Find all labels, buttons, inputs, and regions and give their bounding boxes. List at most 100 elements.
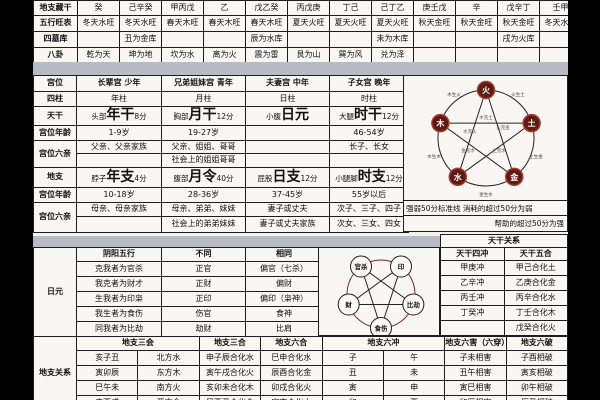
branch-cell: 丙戊庚 bbox=[287, 0, 330, 16]
element-node-5: 木 bbox=[431, 113, 450, 133]
branch-relation-cell: 辰丑相破 bbox=[505, 395, 568, 400]
separator-bar-top bbox=[33, 62, 568, 75]
ten-god-cell: 比肩 bbox=[245, 321, 323, 337]
palace-cell: 夫妻宫 中年 bbox=[245, 75, 330, 92]
branch-relation-cell: 巳申合化水 bbox=[260, 350, 323, 366]
column-header: 地支六冲 bbox=[321, 336, 446, 351]
branch-cell: 戊乙癸 bbox=[245, 0, 288, 16]
palace-cell: 日柱 bbox=[245, 91, 330, 107]
ten-god-cell: 正财 bbox=[161, 276, 246, 292]
stem-clash-cell: 丙壬冲 bbox=[440, 290, 505, 306]
section-header: 天干关系 bbox=[440, 234, 568, 248]
svg-text:财: 财 bbox=[345, 300, 352, 309]
ten-god-node-5: 财 bbox=[337, 293, 360, 316]
ten-god-cell: 同我者为比劫 bbox=[76, 321, 162, 337]
ten-god-cell: 食神 bbox=[245, 306, 323, 322]
ten-god-node-3: 比劫 bbox=[402, 293, 425, 316]
palace-cell: 母亲、弟弟、妹妹 bbox=[161, 202, 246, 217]
separator-bar-middle bbox=[33, 236, 440, 247]
pillar-cell: 屁股日支12分 bbox=[245, 167, 330, 188]
row-label: 地支藏干 bbox=[33, 0, 78, 16]
palace-cell: 父亲、父亲家族 bbox=[76, 140, 162, 154]
branch-relation-cell: 亥卯未合化木 bbox=[198, 380, 262, 396]
ten-god-cell: 我克者为财才 bbox=[76, 276, 162, 292]
palace-cell: 兄弟姐妹宫 青年 bbox=[161, 75, 246, 92]
branch-cell: 未为木库 bbox=[371, 31, 414, 48]
ten-god-cell: 克我者为官杀 bbox=[76, 261, 162, 277]
row-label: 四墓库 bbox=[33, 31, 78, 48]
palace-cell: 28-36岁 bbox=[161, 187, 246, 203]
palace-cell: 子女宫 晚年 bbox=[329, 75, 409, 92]
branch-cell: 辰为水库 bbox=[245, 31, 288, 48]
palace-cell: 次女、三女、四女 bbox=[329, 216, 409, 233]
branch-relation-cell: 申子辰合化水 bbox=[198, 350, 262, 366]
branch-relations-label: 地支关系 bbox=[33, 336, 77, 400]
branch-relation-cell: 辰酉合化金 bbox=[260, 365, 323, 381]
cycle-label: 水克火 bbox=[463, 128, 477, 135]
column-header: 相同 bbox=[245, 247, 323, 262]
branch-cell: 夏天火旺 bbox=[287, 15, 330, 32]
palace-cell: 社会上的弟弟妹妹 bbox=[161, 216, 246, 233]
svg-text:食伤: 食伤 bbox=[374, 324, 389, 333]
palace-cell bbox=[76, 216, 162, 233]
stem-clash-cell: 丁癸冲 bbox=[440, 305, 505, 321]
column-header: 天干四冲 bbox=[440, 247, 505, 261]
column-header: 地支六合 bbox=[260, 336, 323, 351]
branch-cell: 丑为金库 bbox=[119, 31, 162, 48]
pillar-cell: 头部年干8分 bbox=[76, 106, 162, 126]
branch-relation-cell: 卯戌合化火 bbox=[260, 380, 323, 396]
strength-note-line1: 强弱50分标准线 消耗的超过50分为弱 bbox=[404, 200, 567, 216]
branch-cell: 冬天水旺 bbox=[119, 15, 162, 32]
branch-cell: 乙 bbox=[203, 0, 246, 16]
branch-relation-cell: 未 bbox=[382, 365, 446, 381]
branch-cell: 乾为天 bbox=[77, 47, 120, 63]
branch-relation-cell: 申酉戌 bbox=[75, 395, 139, 400]
palace-cell: 1-9岁 bbox=[76, 125, 162, 141]
branch-relation-cell: 北方水 bbox=[137, 350, 200, 366]
ten-god-node-4: 食伤 bbox=[370, 317, 392, 335]
palace-cell: 46-54岁 bbox=[329, 125, 409, 141]
branch-relations-table: 地支关系 地支三会 地支三合 地支六合 地支六冲 地支六害（六穿） 地支六破 亥子丑 北方水 申子… bbox=[33, 336, 568, 400]
branch-relation-cell: 子 bbox=[321, 350, 384, 366]
branch-relation-cell: 东方木 bbox=[137, 365, 200, 381]
svg-text:比劫: 比劫 bbox=[407, 300, 421, 309]
branch-cell bbox=[497, 47, 540, 63]
palace-cell: 月柱 bbox=[161, 91, 246, 107]
svg-text:土: 土 bbox=[528, 118, 536, 128]
palace-cell: 55岁以后 bbox=[329, 187, 409, 203]
branch-cell: 甲丙戊 bbox=[161, 0, 204, 16]
ten-god-cell: 偏印（枭神） bbox=[245, 291, 323, 307]
row-label: 五行旺表 bbox=[33, 15, 78, 32]
branch-cell: 艮为山 bbox=[287, 47, 330, 63]
stem-combine-cell: 乙庚合化金 bbox=[503, 275, 568, 291]
column-header: 阴阳五行 bbox=[76, 247, 162, 262]
svg-text:火: 火 bbox=[482, 86, 491, 95]
branch-relation-cell: 寅巳相害 bbox=[444, 380, 507, 396]
branch-relation-cell: 午 bbox=[382, 350, 446, 366]
stem-clash-cell bbox=[440, 320, 505, 336]
branch-cell: 己辛癸 bbox=[119, 0, 162, 16]
branch-cell: 坎为水 bbox=[161, 47, 204, 63]
branch-cell: 夏天火旺 bbox=[329, 15, 372, 32]
cycle-label: 水生木 bbox=[427, 153, 441, 160]
branch-relation-cell: 寅午戌合化火 bbox=[198, 365, 262, 381]
branch-relation-cell: 卯 bbox=[321, 395, 384, 400]
branch-cell bbox=[539, 47, 568, 63]
row-label: 地支 bbox=[33, 167, 77, 188]
ten-god-cell: 正官 bbox=[161, 261, 246, 277]
branch-cell: 戊辛丁 bbox=[497, 0, 540, 16]
stem-relations-table: 天干关系 天干四冲 天干五合 甲庚冲 甲己合化土 乙辛冲 乙庚合化金 丙壬冲 丙辛合化水 丁癸冲丁… bbox=[440, 234, 568, 336]
row-label: 宫位六亲 bbox=[33, 202, 77, 233]
ten-god-cell: 我生者为食伤 bbox=[76, 306, 162, 322]
row-label: 宫位年龄 bbox=[33, 187, 77, 203]
palace-cell: 时柱 bbox=[329, 91, 409, 107]
cycle-label: 土克水 bbox=[492, 147, 506, 154]
palace-cell bbox=[245, 125, 330, 141]
branch-cell: 秋天金旺 bbox=[413, 15, 456, 32]
branch-relation-cell: 巳酉丑合化金 bbox=[198, 395, 262, 400]
svg-text:官杀: 官杀 bbox=[355, 262, 369, 271]
palace-cell: 妻子或丈夫 bbox=[245, 202, 330, 217]
branch-relation-cell: 子未相害 bbox=[444, 350, 507, 366]
